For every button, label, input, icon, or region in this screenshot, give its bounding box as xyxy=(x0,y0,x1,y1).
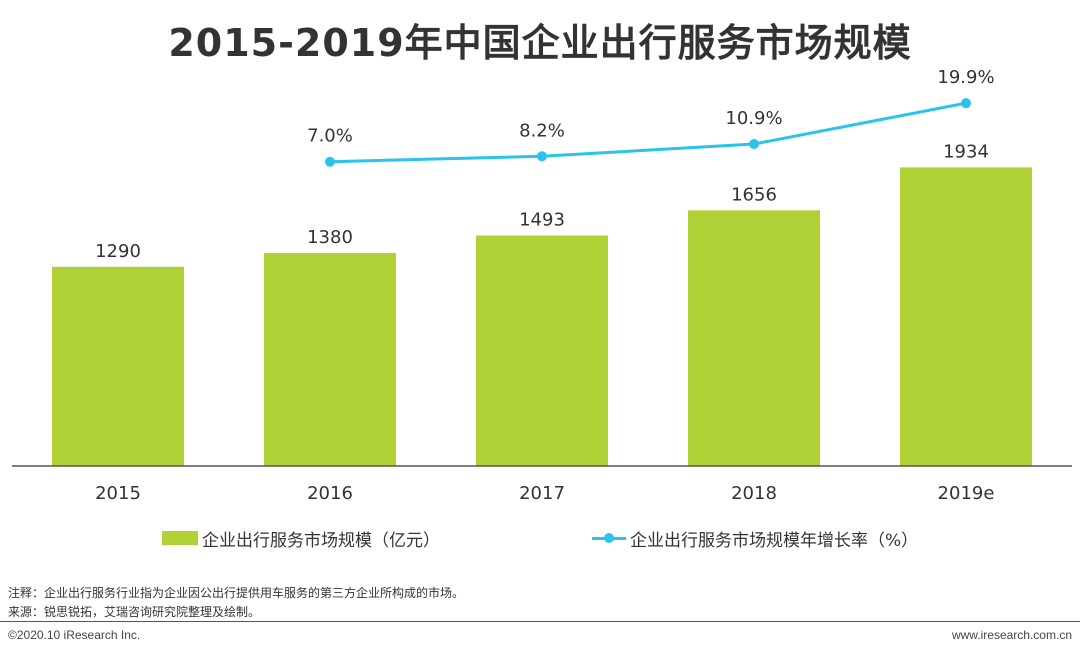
copyright: ©2020.10 iResearch Inc. xyxy=(8,628,141,642)
growth-line xyxy=(329,101,967,164)
growth-point xyxy=(325,156,335,167)
bar-2016 xyxy=(264,252,396,466)
growth-value-label: 10.9% xyxy=(725,108,782,129)
x-tick-label: 2015 xyxy=(95,483,141,504)
footer-divider xyxy=(0,621,1080,622)
bar-2017 xyxy=(476,235,608,466)
bar-value-label: 1934 xyxy=(943,141,989,162)
x-tick-label: 2018 xyxy=(731,483,777,504)
bar-2019e xyxy=(900,167,1032,467)
bar-value-label: 1380 xyxy=(307,227,353,248)
chart-plot: 1290 1380 1493 1656 1934 2015 2016 2017 2018 2019… xyxy=(12,67,1072,504)
bar-2015 xyxy=(52,266,184,466)
growth-point xyxy=(749,139,759,150)
growth-point xyxy=(537,151,547,162)
chart-title: 2015-2019年中国企业出行服务市场规模 xyxy=(168,21,912,65)
bar-value-label: 1493 xyxy=(519,209,565,230)
note-text: 注释：企业出行服务行业指为企业因公出行提供用车服务的第三方企业所构成的市场。 xyxy=(8,586,465,600)
bar-value-label: 1290 xyxy=(95,241,141,262)
x-tick-label: 2019e xyxy=(938,483,995,504)
notes: 注释：企业出行服务行业指为企业因公出行提供用车服务的第三方企业所构成的市场。 来… xyxy=(8,584,464,622)
growth-value-label: 8.2% xyxy=(519,120,565,141)
growth-point xyxy=(961,98,971,109)
website-link[interactable]: www.iresearch.com.cn xyxy=(951,628,1072,642)
bar-2018 xyxy=(688,210,820,466)
growth-value-label: 7.0% xyxy=(307,126,353,147)
x-tick-label: 2017 xyxy=(519,483,565,504)
x-tick-label: 2016 xyxy=(307,483,353,504)
legend-bar-label: 企业出行服务市场规模（亿元） xyxy=(202,530,440,551)
source-text: 来源：锐思锐拓，艾瑞咨询研究院整理及绘制。 xyxy=(8,605,261,619)
legend-line-swatch xyxy=(592,531,626,545)
growth-value-label: 19.9% xyxy=(937,67,994,88)
bar-value-label: 1656 xyxy=(731,184,777,205)
legend-item-bar: 企业出行服务市场规模（亿元） xyxy=(162,524,440,552)
legend-line-label: 企业出行服务市场规模年增长率（%） xyxy=(630,530,919,551)
legend-item-line: 企业出行服务市场规模年增长率（%） xyxy=(592,524,918,552)
legend-bar-swatch xyxy=(162,531,198,545)
